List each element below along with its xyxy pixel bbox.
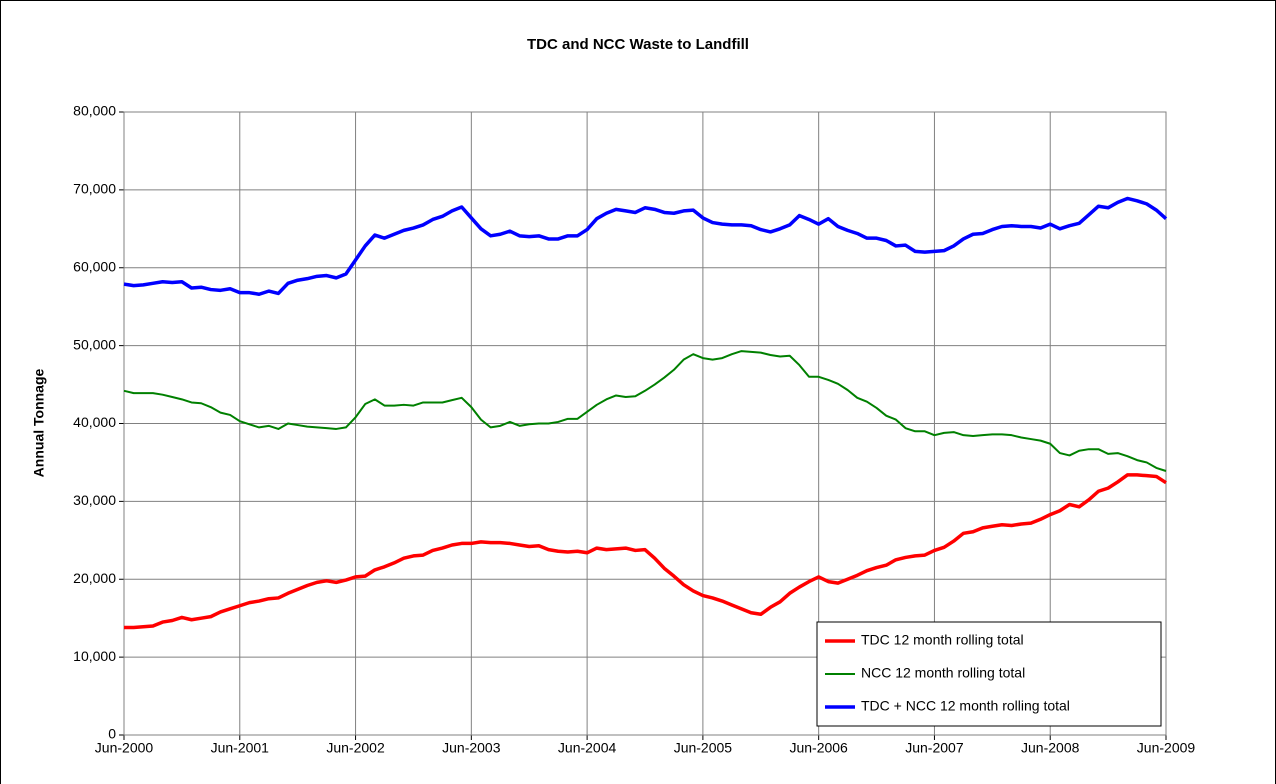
x-tick-label: Jun-2003 — [442, 740, 501, 756]
y-tick-label: 70,000 — [73, 181, 116, 197]
x-tick-label: Jun-2006 — [789, 740, 848, 756]
data-line — [123, 350, 1167, 472]
x-tick-label: Jun-2001 — [211, 740, 270, 756]
y-axis-label: Annual Tonnage — [31, 368, 47, 477]
x-tick-label: Jun-2009 — [1137, 740, 1196, 756]
data-line — [123, 196, 1168, 296]
legend-label: TDC + NCC 12 month rolling total — [861, 698, 1070, 714]
y-tick-label: 50,000 — [73, 336, 116, 352]
x-tick-label: Jun-2007 — [905, 740, 964, 756]
y-tick-label: 40,000 — [73, 414, 116, 430]
legend-label: NCC 12 month rolling total — [861, 665, 1025, 681]
y-tick-label: 20,000 — [73, 570, 116, 586]
data-line — [124, 473, 1167, 630]
x-tick-label: Jun-2002 — [326, 740, 385, 756]
y-tick-label: 0 — [108, 726, 116, 742]
plot-border — [123, 111, 1167, 736]
x-tick-label: Jun-2004 — [558, 740, 617, 756]
y-tick-label: 30,000 — [73, 492, 116, 508]
y-tick-label: 60,000 — [73, 258, 116, 274]
chart-title: TDC and NCC Waste to Landfill — [527, 36, 749, 53]
y-tick-label: 10,000 — [73, 648, 116, 664]
y-tick-label: 80,000 — [73, 103, 116, 119]
x-tick-label: Jun-2008 — [1021, 740, 1080, 756]
legend-label: TDC 12 month rolling total — [861, 632, 1024, 648]
x-tick-label: Jun-2000 — [95, 740, 154, 756]
x-tick-label: Jun-2005 — [674, 740, 733, 756]
legend-box — [816, 621, 1162, 727]
